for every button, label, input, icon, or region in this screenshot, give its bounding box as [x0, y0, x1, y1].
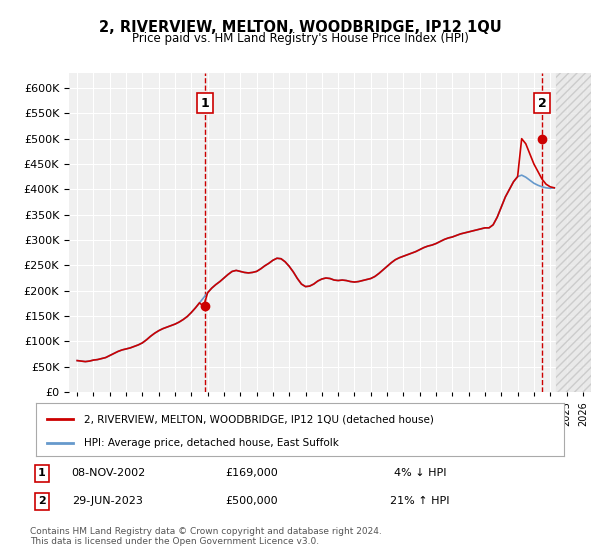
- Text: £169,000: £169,000: [226, 468, 278, 478]
- Text: 2: 2: [538, 97, 547, 110]
- Text: 29-JUN-2023: 29-JUN-2023: [73, 496, 143, 506]
- Text: 1: 1: [200, 97, 209, 110]
- Text: 2: 2: [38, 496, 46, 506]
- Text: Price paid vs. HM Land Registry's House Price Index (HPI): Price paid vs. HM Land Registry's House …: [131, 32, 469, 45]
- Text: 4% ↓ HPI: 4% ↓ HPI: [394, 468, 446, 478]
- Bar: [556, 73, 591, 392]
- Text: 08-NOV-2002: 08-NOV-2002: [71, 468, 145, 478]
- Text: 21% ↑ HPI: 21% ↑ HPI: [390, 496, 450, 506]
- Text: 2, RIVERVIEW, MELTON, WOODBRIDGE, IP12 1QU (detached house): 2, RIVERVIEW, MELTON, WOODBRIDGE, IP12 1…: [83, 414, 433, 424]
- Text: £500,000: £500,000: [226, 496, 278, 506]
- Text: HPI: Average price, detached house, East Suffolk: HPI: Average price, detached house, East…: [83, 438, 338, 448]
- Text: Contains HM Land Registry data © Crown copyright and database right 2024.
This d: Contains HM Land Registry data © Crown c…: [30, 526, 382, 546]
- Bar: [556, 73, 591, 392]
- Text: 2, RIVERVIEW, MELTON, WOODBRIDGE, IP12 1QU: 2, RIVERVIEW, MELTON, WOODBRIDGE, IP12 1…: [98, 20, 502, 35]
- Text: 1: 1: [38, 468, 46, 478]
